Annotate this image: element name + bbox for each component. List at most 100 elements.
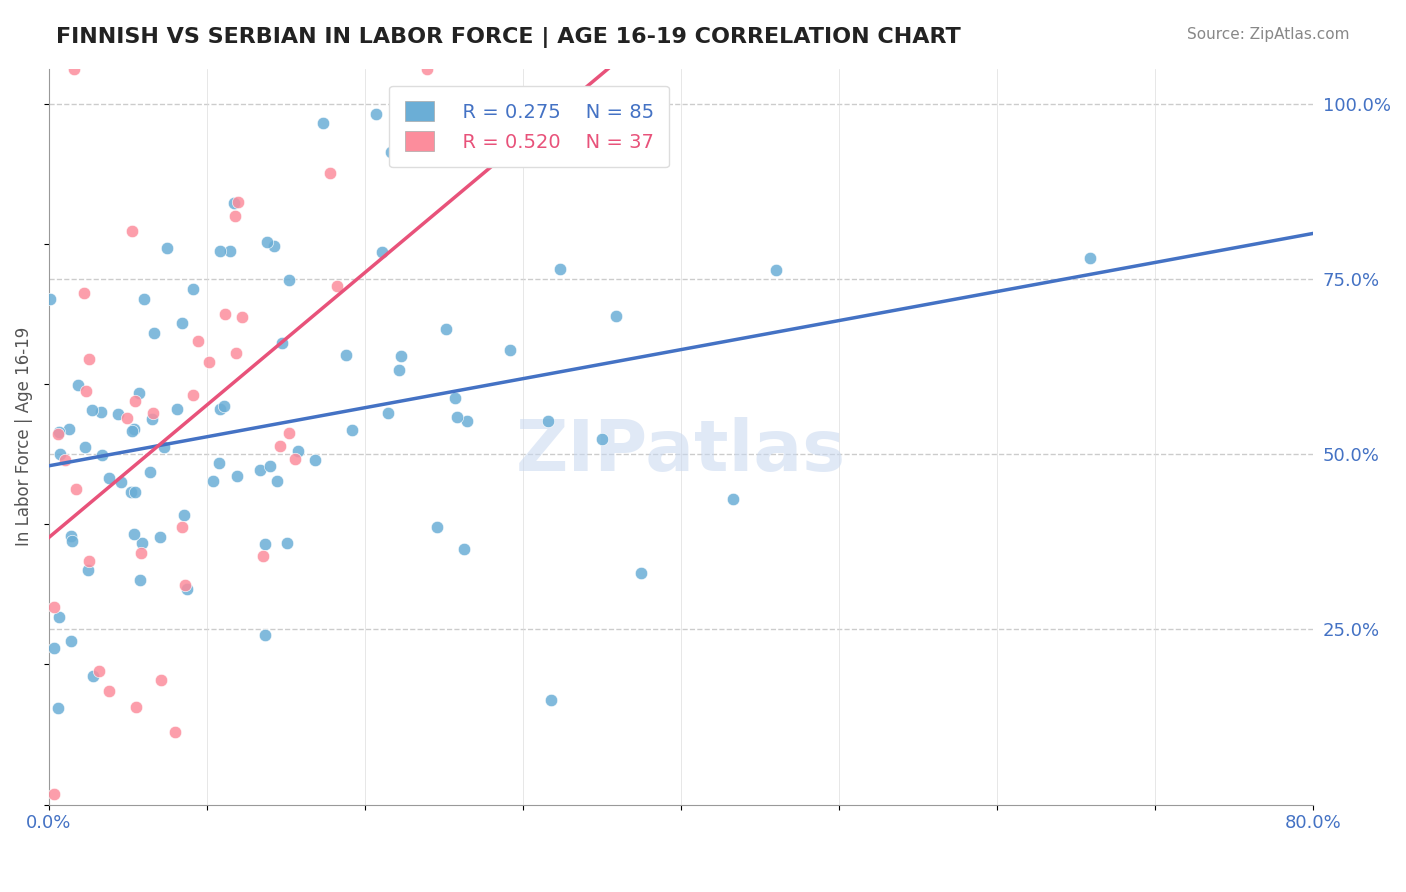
- Finns: [548, 262, 571, 277]
- Serbians: [150, 673, 173, 687]
- Serbians: [187, 334, 209, 349]
- Finns: [128, 386, 150, 401]
- Finns: [277, 272, 299, 286]
- Finns: [121, 424, 143, 438]
- Serbians: [77, 554, 100, 568]
- Serbians: [42, 787, 65, 801]
- Finns: [38, 292, 60, 306]
- Serbians: [77, 351, 100, 366]
- Finns: [271, 335, 294, 350]
- Finns: [98, 471, 121, 485]
- Finns: [259, 459, 281, 474]
- Finns: [149, 530, 172, 544]
- Finns: [263, 239, 285, 253]
- Finns: [82, 669, 104, 683]
- Serbians: [326, 279, 349, 293]
- Serbians: [278, 425, 301, 440]
- Serbians: [63, 62, 86, 76]
- Serbians: [65, 483, 87, 497]
- Finns: [110, 475, 132, 489]
- Finns: [723, 491, 745, 506]
- Finns: [49, 447, 72, 461]
- Finns: [335, 348, 357, 362]
- Serbians: [224, 209, 246, 223]
- Finns: [253, 536, 276, 550]
- Finns: [253, 628, 276, 642]
- Finns: [122, 527, 145, 541]
- Finns: [219, 244, 242, 259]
- Finns: [58, 422, 80, 436]
- Finns: [208, 401, 231, 416]
- Finns: [287, 444, 309, 458]
- Finns: [443, 391, 465, 405]
- Y-axis label: In Labor Force | Age 16-19: In Labor Force | Age 16-19: [15, 327, 32, 546]
- Finns: [66, 378, 89, 392]
- Serbians: [198, 355, 221, 369]
- Finns: [226, 469, 249, 483]
- Finns: [122, 421, 145, 435]
- Finns: [42, 640, 65, 655]
- Serbians: [53, 453, 76, 467]
- Serbians: [252, 549, 274, 564]
- Finns: [499, 343, 522, 357]
- Finns: [426, 520, 449, 534]
- Finns: [141, 411, 163, 425]
- Serbians: [269, 439, 291, 453]
- Finns: [224, 196, 246, 211]
- Finns: [153, 441, 176, 455]
- Serbians: [115, 411, 138, 425]
- Finns: [388, 363, 411, 377]
- Finns: [1078, 252, 1101, 266]
- Finns: [75, 440, 97, 454]
- Finns: [537, 415, 560, 429]
- Serbians: [416, 62, 439, 76]
- Serbians: [75, 384, 97, 398]
- Serbians: [89, 664, 111, 678]
- Finns: [59, 529, 82, 543]
- Serbians: [121, 224, 143, 238]
- Finns: [446, 409, 468, 424]
- Finns: [90, 404, 112, 418]
- Serbians: [131, 546, 153, 560]
- Finns: [366, 107, 388, 121]
- Finns: [256, 235, 278, 249]
- Serbians: [173, 578, 195, 592]
- Finns: [208, 244, 231, 259]
- Serbians: [165, 725, 187, 739]
- Serbians: [142, 406, 165, 420]
- Finns: [183, 282, 205, 296]
- Finns: [201, 474, 224, 488]
- Finns: [124, 485, 146, 500]
- Serbians: [72, 286, 94, 301]
- Finns: [120, 485, 142, 500]
- Serbians: [98, 684, 121, 698]
- Finns: [765, 263, 787, 277]
- Finns: [453, 541, 475, 556]
- Finns: [48, 700, 70, 714]
- Finns: [249, 463, 271, 477]
- Finns: [377, 406, 399, 420]
- Finns: [630, 566, 652, 580]
- Serbians: [170, 519, 193, 533]
- Serbians: [181, 388, 204, 402]
- Finns: [276, 536, 298, 550]
- Finns: [60, 633, 83, 648]
- Finns: [434, 322, 457, 336]
- Finns: [107, 407, 129, 421]
- Finns: [380, 145, 402, 160]
- Finns: [304, 453, 326, 467]
- Serbians: [42, 599, 65, 614]
- Finns: [156, 241, 179, 255]
- Finns: [142, 326, 165, 340]
- Text: ZIPatlas: ZIPatlas: [516, 417, 846, 486]
- Finns: [80, 403, 103, 417]
- Serbians: [214, 307, 236, 321]
- Finns: [540, 693, 562, 707]
- Finns: [48, 609, 70, 624]
- Finns: [90, 448, 112, 462]
- Finns: [60, 533, 83, 548]
- Finns: [129, 573, 152, 587]
- Finns: [266, 475, 288, 489]
- Finns: [342, 423, 364, 437]
- Serbians: [225, 346, 247, 360]
